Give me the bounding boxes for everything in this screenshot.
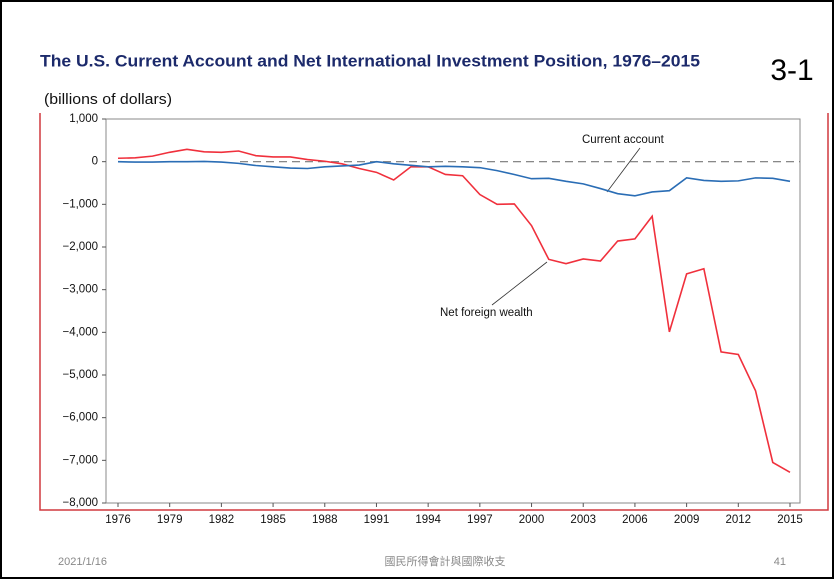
annotation: Current account [582, 134, 665, 146]
y-tick-label: −5,000 [63, 369, 99, 381]
x-tick-label: 2015 [777, 514, 803, 526]
x-tick-label: 1979 [157, 514, 183, 526]
x-tick-label: 2003 [570, 514, 596, 526]
y-tick-label: −1,000 [63, 198, 99, 210]
x-tick-label: 2000 [519, 514, 545, 526]
y-tick-label: −2,000 [63, 241, 99, 253]
footer-page: 41 [774, 556, 786, 568]
y-tick-label: 0 [92, 156, 98, 168]
x-tick-label: 1994 [415, 514, 441, 526]
x-tick-label: 1982 [209, 514, 235, 526]
slide-number-label: 3-1 [770, 54, 813, 87]
y-tick-label: 1,000 [69, 113, 98, 125]
leader-line [606, 147, 641, 193]
annotation: Net foreign wealth [440, 307, 533, 319]
x-tick-label: 2009 [674, 514, 700, 526]
x-tick-label: 2006 [622, 514, 648, 526]
x-tick-label: 1988 [312, 514, 338, 526]
x-tick-label: 2012 [726, 514, 752, 526]
x-tick-label: 1976 [105, 514, 131, 526]
leader-line [491, 261, 548, 306]
y-tick-label: −3,000 [63, 284, 99, 296]
chart-title: The U.S. Current Account and Net Interna… [40, 51, 700, 70]
y-tick-label: −8,000 [63, 497, 99, 509]
chart-frame [39, 113, 829, 511]
series-line [117, 160, 791, 197]
x-tick-label: 1985 [260, 514, 286, 526]
chart-subtitle: (billions of dollars) [44, 91, 172, 108]
series-line [117, 148, 791, 473]
footer-text: 國民所得會計與國際收支 [385, 554, 506, 568]
y-tick-label: −4,000 [63, 326, 99, 338]
plot-area [105, 118, 801, 504]
x-tick-label: 1997 [467, 514, 493, 526]
x-tick-label: 1991 [364, 514, 390, 526]
y-tick-label: −7,000 [63, 454, 99, 466]
y-tick-label: −6,000 [63, 412, 99, 424]
footer-date: 2021/1/16 [58, 556, 107, 568]
